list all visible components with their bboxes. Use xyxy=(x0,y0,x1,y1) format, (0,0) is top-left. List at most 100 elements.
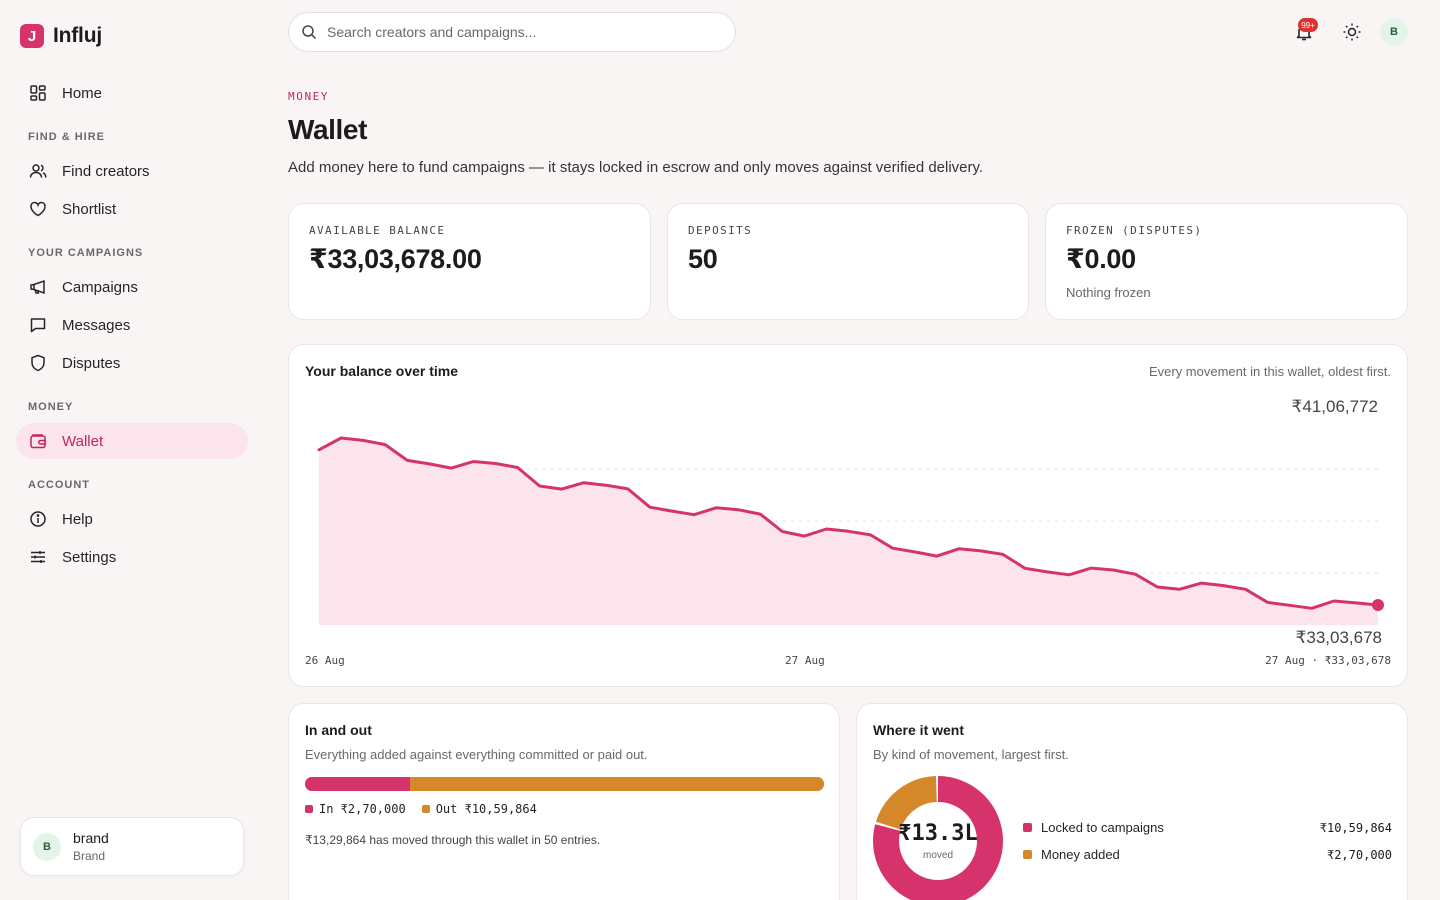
legend-swatch xyxy=(1023,850,1032,859)
bar-out-segment xyxy=(410,777,824,791)
in-out-legend: In ₹2,70,000 Out ₹10,59,864 xyxy=(305,802,537,816)
where-it-went-card: Where it went By kind of movement, large… xyxy=(856,703,1408,900)
nav-section-money: MONEY xyxy=(28,401,74,413)
in-out-card: In and out Everything added against ever… xyxy=(288,703,840,900)
nav-section-campaigns: YOUR CAMPAIGNS xyxy=(28,247,144,259)
legend-swatch xyxy=(1023,823,1032,832)
card-title: In and out xyxy=(305,722,372,738)
nav-label-help: Help xyxy=(62,510,93,528)
donut-slice-0 xyxy=(873,776,1003,900)
search-bar[interactable] xyxy=(288,12,736,52)
stat-label: DEPOSITS xyxy=(688,224,753,237)
logo-mark: J xyxy=(20,24,44,48)
nav-item-settings[interactable]: Settings xyxy=(16,539,248,575)
where-amount: ₹10,59,864 xyxy=(1319,820,1392,835)
x-tick-start: 26 Aug xyxy=(305,654,345,667)
where-label: Money added xyxy=(1041,847,1120,862)
user-avatar[interactable]: B xyxy=(1380,18,1408,46)
app-logo[interactable]: J Influj xyxy=(20,24,102,48)
card-subtitle: Everything added against everything comm… xyxy=(305,747,648,762)
in-out-note: ₹13,29,864 has moved through this wallet… xyxy=(305,833,601,847)
available-balance-card: AVAILABLE BALANCE ₹33,03,678.00 xyxy=(288,203,651,320)
nav-section-account: ACCOUNT xyxy=(28,479,90,491)
legend-out: Out ₹10,59,864 xyxy=(421,802,537,816)
nav-label-campaigns: Campaigns xyxy=(62,278,138,296)
search-icon xyxy=(302,25,317,40)
movement-donut xyxy=(873,776,1003,900)
nav-item-messages[interactable]: Messages xyxy=(16,307,248,343)
stat-value: ₹33,03,678.00 xyxy=(309,244,482,274)
shield-icon xyxy=(31,354,45,372)
page-title: Wallet xyxy=(288,114,368,145)
legend-out-label: Out ₹10,59,864 xyxy=(435,802,537,816)
legend-in: In ₹2,70,000 xyxy=(305,802,406,816)
where-row-locked: Locked to campaigns ₹10,59,864 xyxy=(1023,820,1392,835)
page-eyebrow: MONEY xyxy=(288,90,330,103)
sun-icon xyxy=(1343,23,1361,41)
legend-swatch xyxy=(305,805,313,813)
nav-item-disputes[interactable]: Disputes xyxy=(16,345,248,381)
stat-value: ₹0.00 xyxy=(1066,244,1136,274)
nav-label-settings: Settings xyxy=(62,548,117,566)
theme-toggle[interactable] xyxy=(1340,20,1364,44)
nav-item-shortlist[interactable]: Shortlist xyxy=(16,191,248,227)
nav-label-wallet: Wallet xyxy=(62,432,104,450)
deposits-card: DEPOSITS 50 xyxy=(667,203,1029,320)
notification-badge: 99+ xyxy=(1298,18,1318,32)
x-tick-mid: 27 Aug xyxy=(785,654,825,667)
heart-icon xyxy=(30,201,46,217)
card-subtitle: By kind of movement, largest first. xyxy=(873,747,1069,762)
bar-in-segment xyxy=(305,777,411,791)
latest-point xyxy=(1372,599,1384,611)
nav-item-campaigns[interactable]: Campaigns xyxy=(16,269,248,305)
where-amount: ₹2,70,000 xyxy=(1326,847,1392,862)
max-value-label: ₹41,06,772 xyxy=(1292,397,1378,416)
users-icon xyxy=(29,164,47,178)
dashboard-icon xyxy=(30,85,46,101)
nav-item-home[interactable]: Home xyxy=(16,75,248,111)
nav-item-find-creators[interactable]: Find creators xyxy=(16,153,248,189)
avatar: B xyxy=(33,832,61,861)
nav-label-home: Home xyxy=(62,84,103,102)
nav-item-help[interactable]: Help xyxy=(16,501,248,537)
balance-line xyxy=(317,436,1380,610)
donut-caption: moved xyxy=(922,850,953,861)
chart-note: Every movement in this wallet, oldest fi… xyxy=(1148,364,1391,379)
nav-item-wallet[interactable]: Wallet xyxy=(16,423,248,459)
stat-value: 50 xyxy=(688,244,718,274)
nav-label-shortlist: Shortlist xyxy=(62,200,117,218)
message-icon xyxy=(30,318,46,333)
nav-label-messages: Messages xyxy=(62,316,131,334)
nav-label-disputes: Disputes xyxy=(62,354,121,372)
account-switcher[interactable]: B brand Brand xyxy=(20,817,244,876)
in-out-bar xyxy=(305,777,824,791)
where-label: Locked to campaigns xyxy=(1041,820,1164,835)
search-input[interactable] xyxy=(327,24,707,40)
balance-chart-card: Your balance over time Every movement in… xyxy=(288,344,1408,687)
stat-note: Nothing frozen xyxy=(1066,285,1151,300)
page-subtitle: Add money here to fund campaigns — it st… xyxy=(288,159,984,176)
info-icon xyxy=(30,511,46,527)
card-title: Where it went xyxy=(873,722,965,738)
sliders-icon xyxy=(31,551,45,563)
balance-chart: ₹41,06,772 ₹33,03,678 xyxy=(317,397,1384,647)
megaphone-icon xyxy=(30,279,45,295)
nav-label-find-creators: Find creators xyxy=(62,162,150,180)
account-name: brand xyxy=(73,830,109,846)
stat-label: FROZEN (DISPUTES) xyxy=(1066,224,1203,237)
min-value-label: ₹33,03,678 xyxy=(1296,628,1382,647)
main-nav: Home FIND & HIRE Find creators Shortlist… xyxy=(16,75,248,577)
app-name: Influj xyxy=(53,24,102,47)
legend-swatch xyxy=(421,805,430,813)
sidebar: J Influj Home FIND & HIRE Find creators … xyxy=(0,0,264,900)
donut-total: ₹13.3L xyxy=(898,821,978,846)
where-row-added: Money added ₹2,70,000 xyxy=(1023,847,1392,862)
stat-label: AVAILABLE BALANCE xyxy=(309,224,446,237)
nav-section-find: FIND & HIRE xyxy=(28,131,105,143)
wallet-icon xyxy=(30,434,46,449)
legend-in-label: In ₹2,70,000 xyxy=(319,802,406,816)
x-tick-end: 27 Aug · ₹33,03,678 xyxy=(1265,654,1391,667)
frozen-card: FROZEN (DISPUTES) ₹0.00 Nothing frozen xyxy=(1045,203,1408,320)
chart-title: Your balance over time xyxy=(305,363,459,379)
account-role: Brand xyxy=(73,849,106,863)
